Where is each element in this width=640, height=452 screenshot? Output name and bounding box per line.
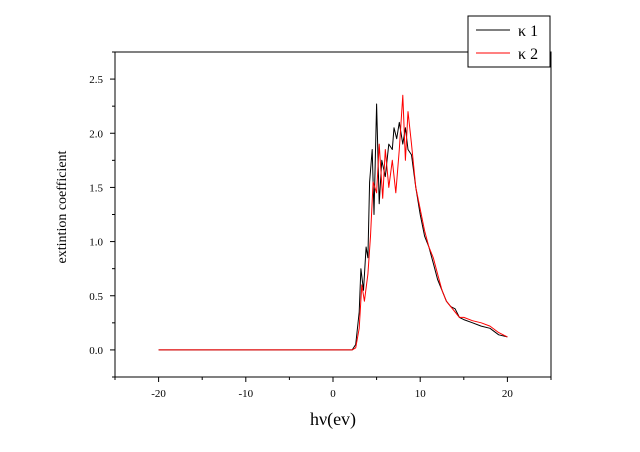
legend-label-series-1: κ 1 — [518, 23, 538, 40]
y-tick-label: 0.5 — [89, 291, 103, 303]
x-tick-label: 10 — [415, 388, 427, 400]
legend-label-series-2: κ 2 — [518, 46, 538, 63]
x-tick-label: 0 — [330, 388, 336, 400]
x-tick-label: -10 — [238, 388, 253, 400]
series-line-1 — [158, 103, 508, 351]
y-tick-label: 1.5 — [89, 182, 103, 194]
legend: κ 1 κ 2 — [467, 15, 551, 68]
y-tick-label: 1.0 — [89, 237, 103, 249]
x-tick-label: 20 — [502, 388, 514, 400]
y-tick-label: 2.5 — [89, 74, 103, 86]
plot-frame — [114, 51, 552, 378]
y-tick-label: 0.0 — [89, 345, 103, 357]
y-axis: 0.0 0.5 1.0 1.5 2.0 2.5 — [89, 51, 115, 378]
x-axis-label: hν(ev) — [310, 409, 356, 430]
x-axis: -20 -10 0 10 20 — [114, 377, 552, 400]
series-line-2 — [158, 94, 508, 351]
y-axis-label: extintion coefficient — [55, 150, 70, 263]
series-layer — [158, 94, 508, 351]
y-tick-label: 2.0 — [89, 128, 103, 140]
x-tick-label: -20 — [151, 388, 166, 400]
legend-box — [467, 15, 551, 68]
